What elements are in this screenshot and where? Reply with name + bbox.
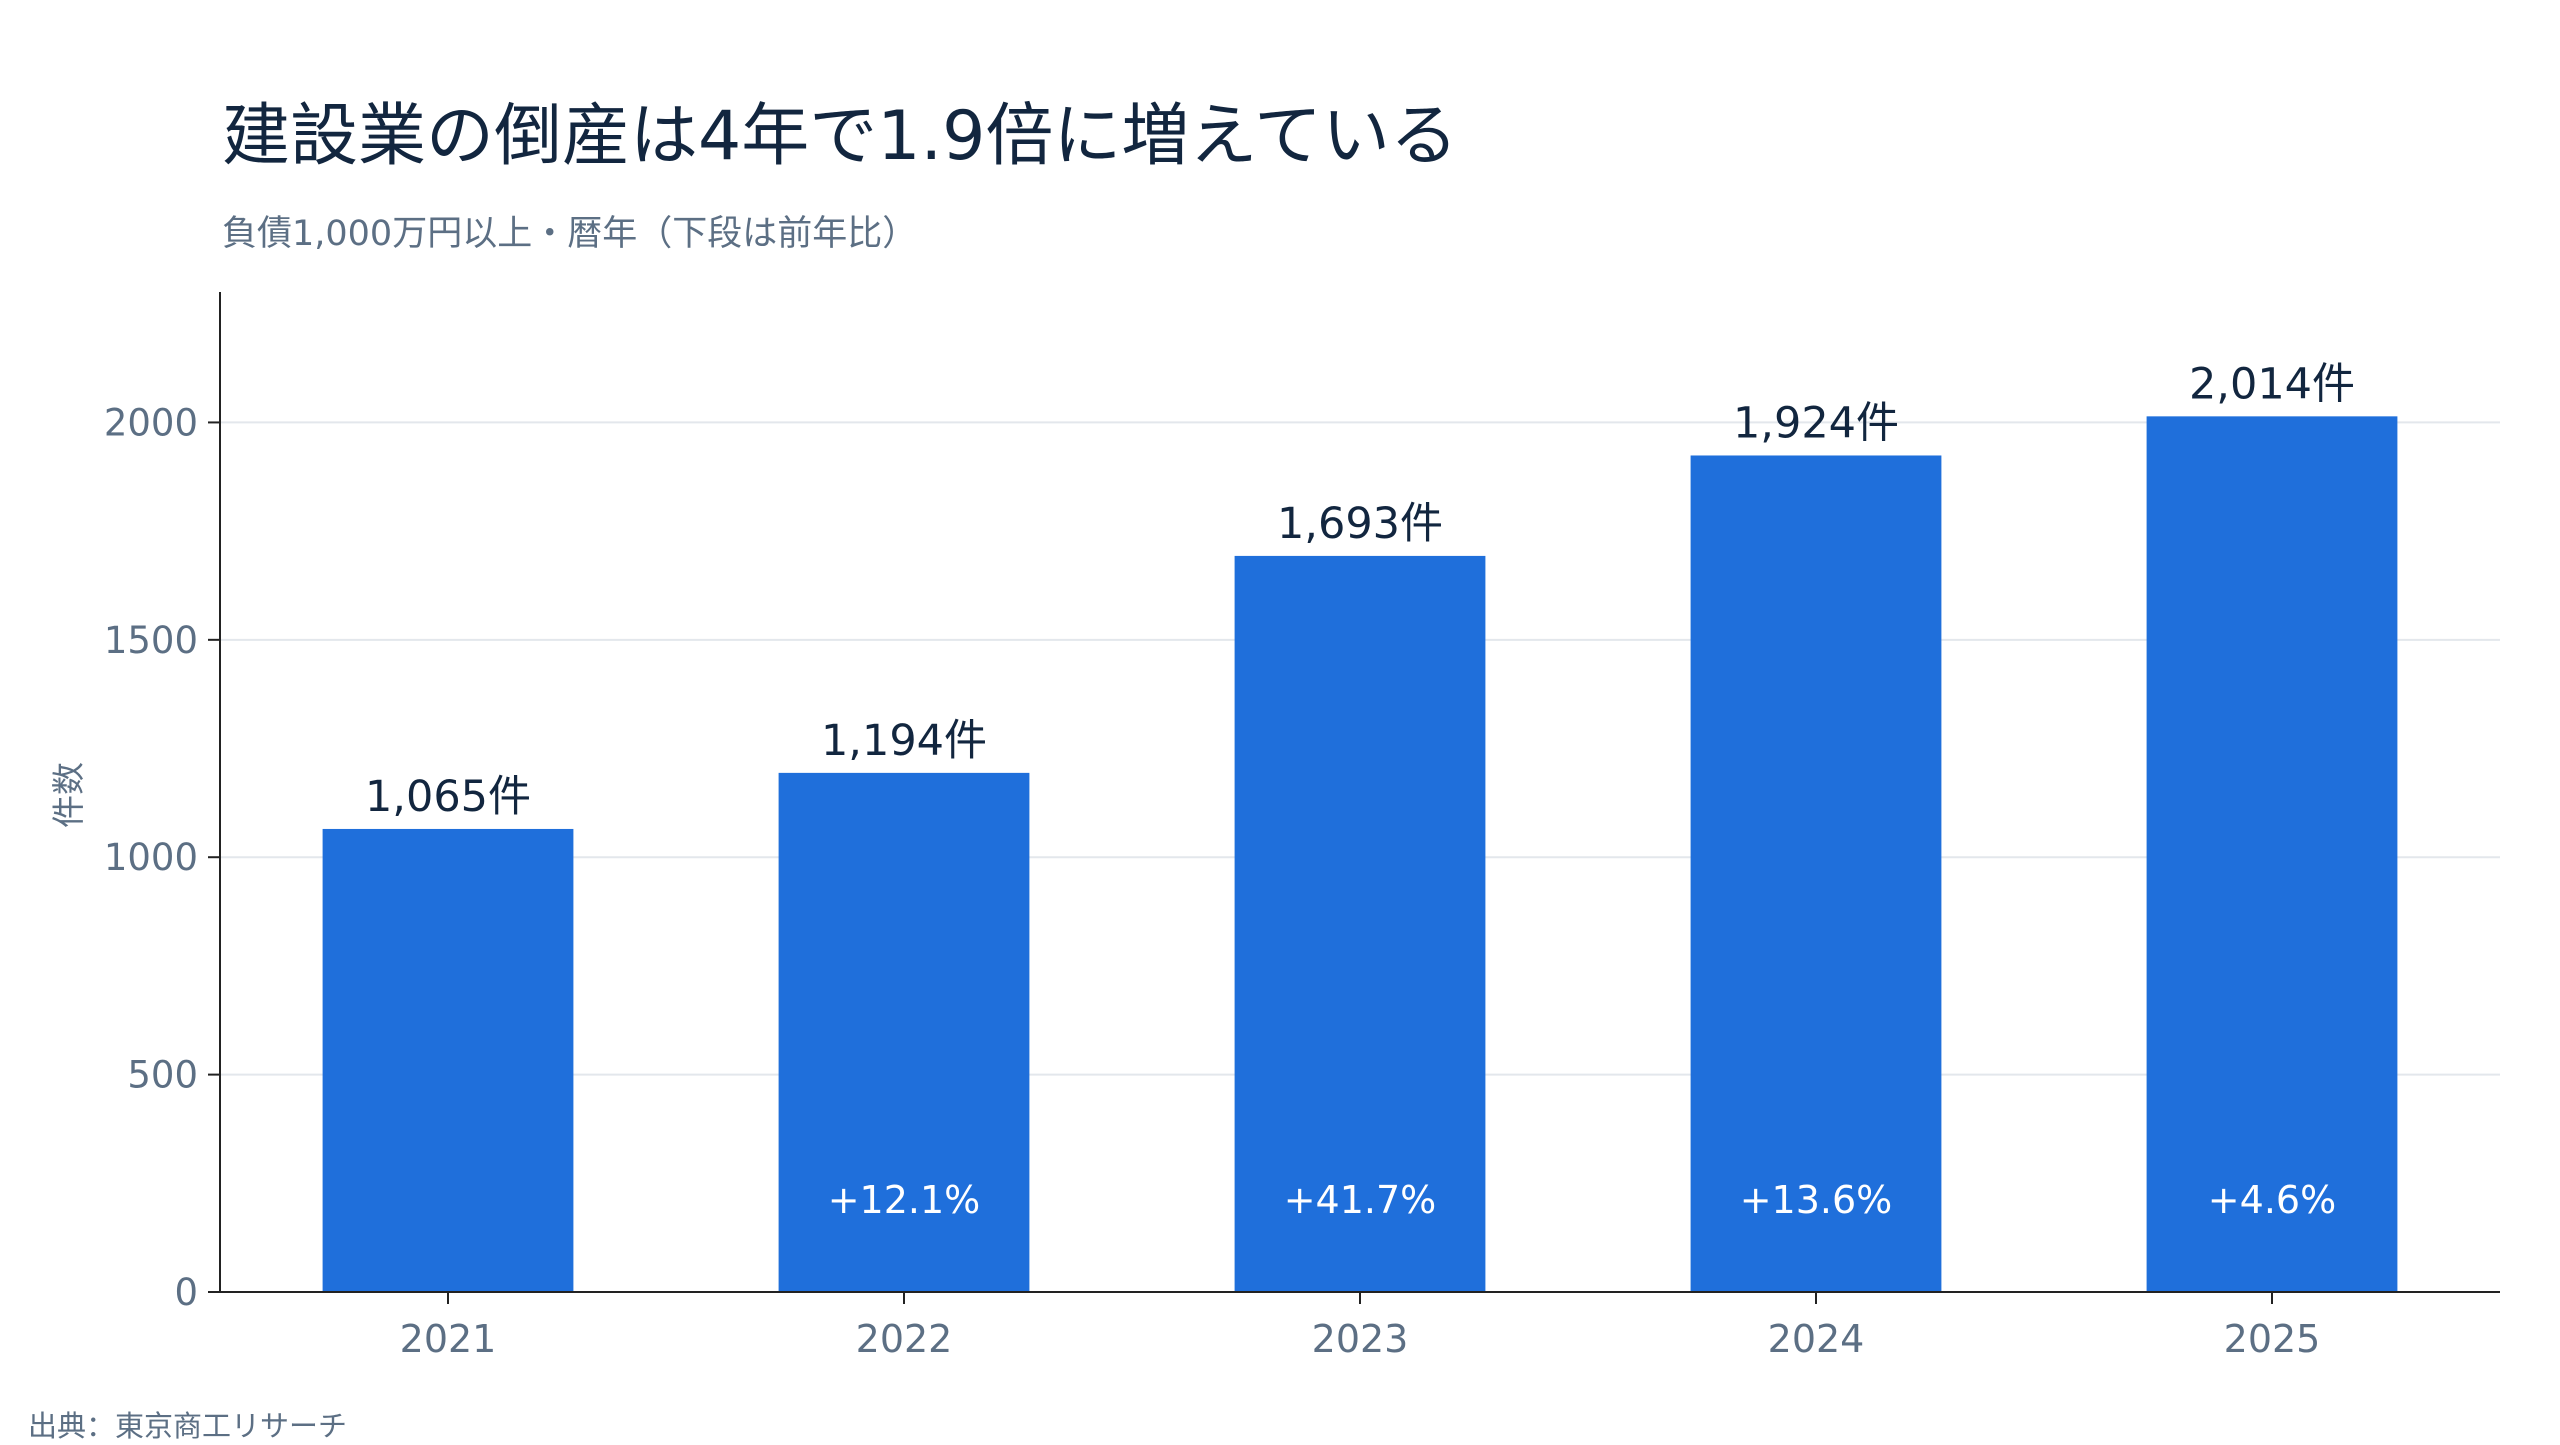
y-tick-label: 0 — [174, 1271, 198, 1314]
axes: 0 500 1000 1500 2000 件数 2021 2022 2023 2024 2025 — [49, 292, 2500, 1361]
bar-2025 — [2146, 416, 2398, 1292]
change-label: +13.6% — [1740, 1178, 1893, 1222]
change-label: +12.1% — [828, 1178, 981, 1222]
value-label: 1,194件 — [821, 716, 987, 766]
x-tick-label: 2023 — [1312, 1317, 1409, 1361]
source-note: 出典：東京商工リサーチ — [28, 1409, 348, 1443]
x-tick-label: 2021 — [400, 1317, 497, 1361]
value-label: 1,924件 — [1733, 398, 1899, 448]
bars — [322, 416, 2398, 1292]
data-labels: 1,065件 1,194件 +12.1% 1,693件 +41.7% 1,924件 +13.… — [365, 359, 2355, 1222]
y-tick-label: 2000 — [104, 401, 198, 444]
value-label: 2,014件 — [2189, 359, 2355, 409]
change-label: +4.6% — [2208, 1178, 2336, 1222]
x-tick-label: 2022 — [856, 1317, 953, 1361]
y-tick-label: 1000 — [104, 836, 198, 879]
chart-subtitle: 負債1,000万円以上・暦年（下段は前年比） — [222, 214, 918, 254]
x-tick-label: 2024 — [1768, 1317, 1865, 1361]
y-tick-label: 500 — [127, 1054, 198, 1097]
y-tick-label: 1500 — [104, 619, 198, 662]
bar-2024 — [1690, 455, 1942, 1292]
bar-2021 — [322, 828, 574, 1292]
x-tick-label: 2025 — [2224, 1317, 2321, 1361]
bar-2023 — [1234, 555, 1486, 1292]
value-label: 1,693件 — [1277, 499, 1443, 549]
chart-title: 建設業の倒産は4年で1.9倍に増えている — [222, 97, 1459, 176]
y-axis-label: 件数 — [49, 762, 88, 828]
value-label: 1,065件 — [365, 772, 531, 822]
change-label: +41.7% — [1284, 1178, 1437, 1222]
bar-2022 — [778, 772, 1030, 1292]
